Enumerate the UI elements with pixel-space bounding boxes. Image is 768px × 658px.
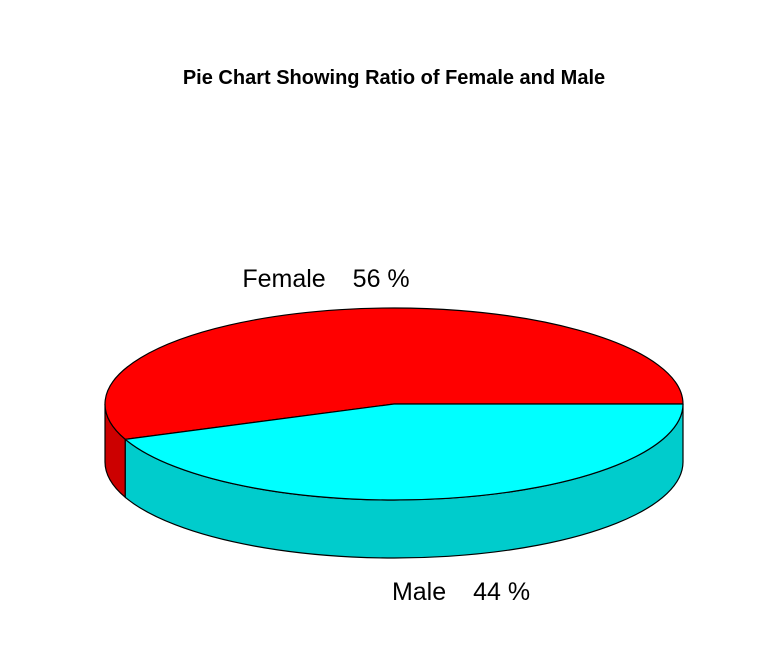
slice-label-female: Female 56 % [242, 265, 409, 293]
pie-slice-male [124, 403, 684, 501]
slice-percent-male: 44 % [473, 578, 530, 606]
chart-title: Pie Chart Showing Ratio of Female and Ma… [183, 67, 605, 89]
pie-3d [104, 307, 684, 559]
slice-name-male: Male [392, 578, 446, 606]
slice-percent-female: 56 % [353, 265, 410, 293]
pie-slice-female [104, 307, 684, 440]
slice-label-male: Male 44 % [392, 578, 530, 606]
slice-name-female: Female [242, 265, 325, 293]
